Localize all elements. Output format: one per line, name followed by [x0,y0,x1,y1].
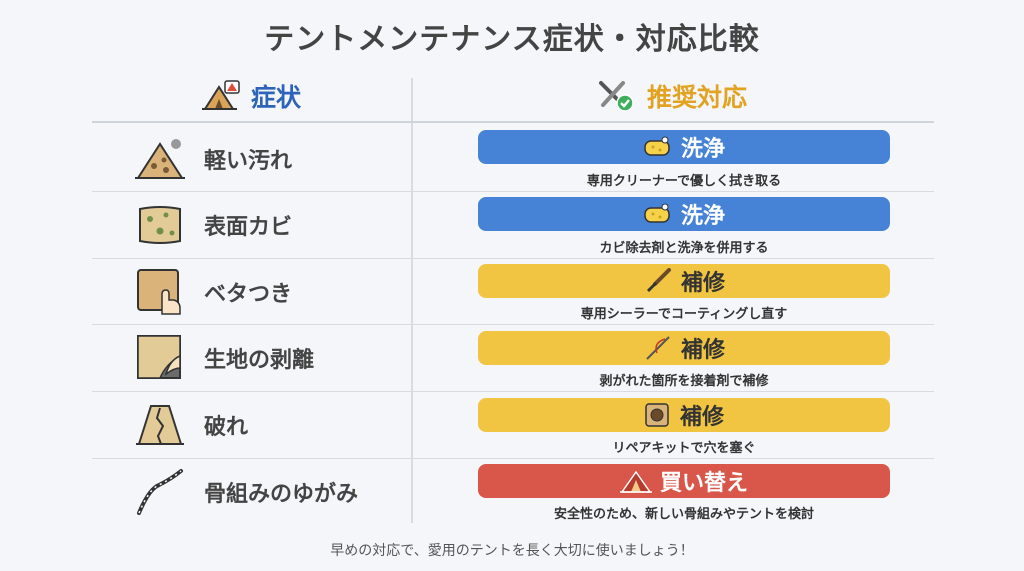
symptom-label: 生地の剥離 [204,348,315,373]
bent-pole-icon [134,466,186,518]
action-badge: 洗浄 [478,197,890,231]
header-divider [92,121,934,123]
needle-icon [646,336,670,360]
symptom-label: 骨組みのゆがみ [204,482,359,507]
symptom-row: 表面カビ [92,192,410,258]
action-description: カビ除去剤と洗浄を併用する [599,241,769,256]
row-divider [92,258,934,259]
dirty-tent-icon [134,133,186,185]
action-description: 安全性のため、新しい骨組みやテントを検討 [553,507,814,522]
brush-icon [646,268,671,292]
row-divider [92,391,934,392]
symptom-label: 軽い汚れ [204,149,293,174]
action-badge: 補修 [478,264,890,298]
sticky-touch-icon [134,266,186,318]
action-description: 専用シーラーでコーティングし直す [580,307,788,322]
symptom-header-label: 症状 [250,83,301,112]
action-label: 補修 [680,338,725,363]
action-column-header: 推奨対応 [412,76,932,116]
symptom-label: ベタつき [204,282,293,307]
action-label: 洗浄 [680,204,725,229]
torn-tent-icon [134,399,186,451]
symptom-row: 生地の剥離 [92,325,410,391]
row-divider [92,458,934,459]
tools-check-icon [598,81,634,112]
action-description: リペアキットで穴を塞ぐ [612,441,756,456]
action-badge: 補修 [478,331,890,365]
symptom-label: 破れ [204,415,249,440]
symptom-row: 骨組みのゆがみ [92,459,410,525]
action-description: 専用クリーナーで優しく拭き取る [586,174,782,189]
peeling-fabric-icon [134,332,186,384]
action-label: 買い替え [659,471,748,496]
symptom-row: ベタつき [92,259,410,325]
action-label: 洗浄 [680,137,725,162]
action-badge: 補修 [478,398,890,432]
column-divider [411,78,413,523]
tent-warning-icon [201,80,240,110]
action-badge: 買い替え [478,464,890,498]
patch-icon [645,403,669,427]
symptom-row: 軽い汚れ [92,126,410,192]
page-title: テントメンテナンス症状・対応比較 [264,22,760,57]
sponge-icon [644,203,670,223]
symptom-row: 破れ [92,392,410,458]
action-label: 補修 [679,405,724,430]
new-tent-icon [619,470,652,493]
action-description: 剥がれた箇所を接着剤で補修 [599,374,769,389]
symptom-label: 表面カビ [204,215,293,240]
sponge-icon [644,136,670,156]
row-divider [92,191,934,192]
action-badge: 洗浄 [478,130,890,164]
action-header-label: 推奨対応 [646,83,747,112]
mold-fabric-icon [134,199,186,251]
row-divider [92,324,934,325]
footer-note: 早めの対応で、愛用のテントを長く大切に使いましょう！ [330,543,694,559]
action-label: 補修 [680,271,725,296]
symptom-column-header: 症状 [92,76,410,116]
